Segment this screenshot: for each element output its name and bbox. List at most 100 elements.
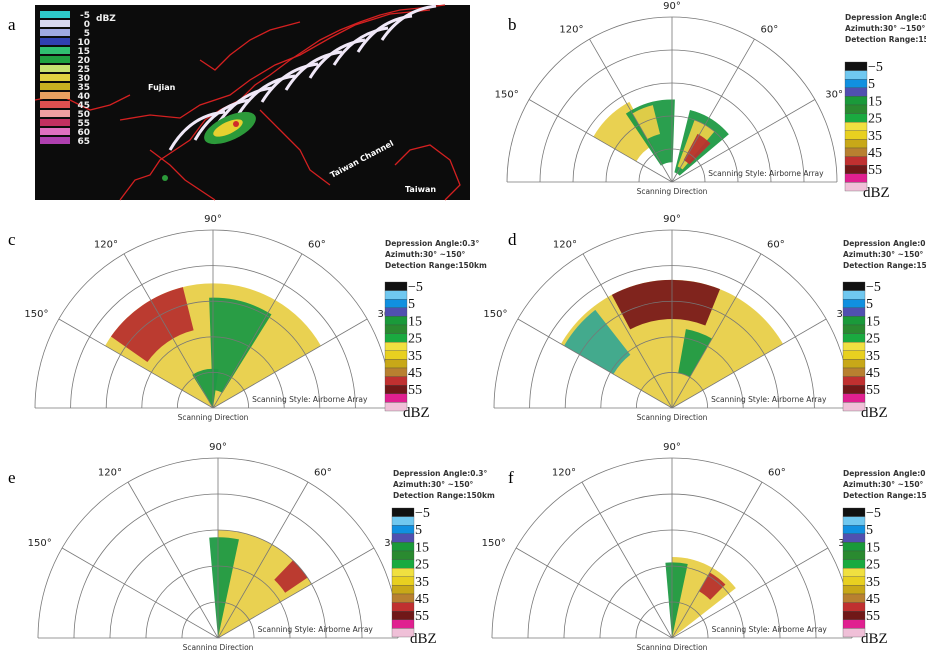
legend-swatch <box>844 130 868 140</box>
legend-label: 15 <box>868 94 882 109</box>
echo-region <box>665 562 688 638</box>
legend-unit: dBZ <box>863 185 890 201</box>
angle-label: 30° <box>825 90 843 101</box>
legend-label: 5 <box>84 29 90 39</box>
legend-label: 5 <box>415 523 422 538</box>
scanning-style: Scanning Style: Airborne Array <box>258 625 374 634</box>
legend-swatch <box>384 359 408 369</box>
radial-line <box>217 547 375 639</box>
legend-swatch <box>40 119 70 126</box>
legend-label: −5 <box>866 280 881 295</box>
legend-swatch <box>844 147 868 157</box>
legend-swatch <box>40 56 70 63</box>
legend-swatch <box>40 11 70 18</box>
panel-letter: f <box>508 468 514 487</box>
info-line: Depression Angle:0.3° <box>845 13 926 22</box>
legend-swatch <box>391 602 415 612</box>
scanning-style: Scanning Style: Airborne Array <box>712 625 828 634</box>
legend-unit: dBZ <box>403 405 430 421</box>
legend-label: 45 <box>408 366 422 381</box>
radial-line <box>581 481 673 639</box>
legend-swatch <box>384 333 408 343</box>
info-line: Azimuth:30° ~150° <box>845 24 926 33</box>
scanning-style: Scanning Style: Airborne Array <box>252 395 368 404</box>
legend-swatch <box>844 61 868 71</box>
legend-swatch <box>842 576 866 586</box>
legend-label: 65 <box>77 137 90 147</box>
echo-region <box>110 287 194 363</box>
legend-swatch <box>842 619 866 629</box>
legend-swatch <box>40 110 70 117</box>
panel-letter: c <box>8 230 16 249</box>
echo-region <box>192 368 219 408</box>
legend-swatch <box>384 350 408 360</box>
legend-swatch <box>384 342 408 351</box>
legend-swatch <box>40 74 70 81</box>
legend-label: 45 <box>866 366 880 381</box>
legend-swatch <box>842 324 866 334</box>
radial-line <box>515 547 673 639</box>
radial-line <box>217 481 309 639</box>
legend-swatch <box>391 593 415 603</box>
legend-label: −5 <box>866 506 881 521</box>
info-line: Depression Angle:0.3° <box>843 469 926 478</box>
legend-swatch <box>391 507 415 517</box>
legend-swatch <box>391 628 415 638</box>
echo-region <box>678 329 713 378</box>
panel-letter: a <box>8 15 16 34</box>
radar-arcs <box>168 4 437 151</box>
legend-label: 55 <box>868 163 882 178</box>
legend-swatch <box>842 393 866 403</box>
legend-swatch <box>842 507 866 517</box>
radial-line <box>517 318 673 409</box>
radial-line <box>212 318 368 409</box>
legend-swatch <box>844 87 868 97</box>
legend-swatch <box>842 299 866 308</box>
legend-swatch <box>844 104 868 114</box>
angle-label: 60° <box>768 468 786 479</box>
legend-swatch <box>384 367 408 377</box>
scanning-direction: Scanning Direction <box>178 413 249 422</box>
legend-label: 25 <box>868 112 882 127</box>
legend-swatch <box>40 101 70 108</box>
panel-letter: b <box>508 15 517 34</box>
legend-label: 25 <box>408 332 422 347</box>
place-label: Taiwan <box>405 185 436 194</box>
scanning-direction: Scanning Direction <box>637 187 708 196</box>
angle-label: 150° <box>495 90 519 101</box>
legend-swatch <box>384 393 408 403</box>
angle-label: 60° <box>767 239 785 250</box>
legend-label: 10 <box>77 38 90 48</box>
legend-swatch <box>842 385 866 394</box>
legend-label: 5 <box>868 77 875 92</box>
legend-swatch <box>384 290 408 300</box>
legend-unit: dBZ <box>861 405 888 421</box>
angle-label: 120° <box>559 25 583 36</box>
radial-line <box>671 38 755 183</box>
radial-line <box>123 253 214 409</box>
map-background <box>35 5 470 200</box>
legend-label: 15 <box>866 540 880 555</box>
legend-swatch <box>842 307 866 317</box>
echo-cluster <box>162 111 256 181</box>
angle-label: 60° <box>314 468 332 479</box>
legend-swatch <box>842 359 866 369</box>
legend-swatch <box>842 333 866 343</box>
legend-label: 15 <box>415 540 429 555</box>
legend-label: −5 <box>408 280 423 295</box>
angle-label: 150° <box>482 538 506 549</box>
angle-label: 60° <box>761 25 779 36</box>
legend-swatch <box>40 83 70 90</box>
legend-swatch <box>844 96 868 106</box>
legend-swatch <box>844 122 868 131</box>
legend-swatch <box>842 585 866 595</box>
info-line: Azimuth:30° ~150° <box>385 250 466 259</box>
legend-swatch <box>842 376 866 386</box>
place-label: Fujian <box>148 83 176 92</box>
echo-region <box>672 557 736 638</box>
legend-swatch <box>391 619 415 629</box>
legend-swatch <box>844 113 868 123</box>
echo-region <box>699 572 726 600</box>
legend-label: 30 <box>77 74 90 84</box>
